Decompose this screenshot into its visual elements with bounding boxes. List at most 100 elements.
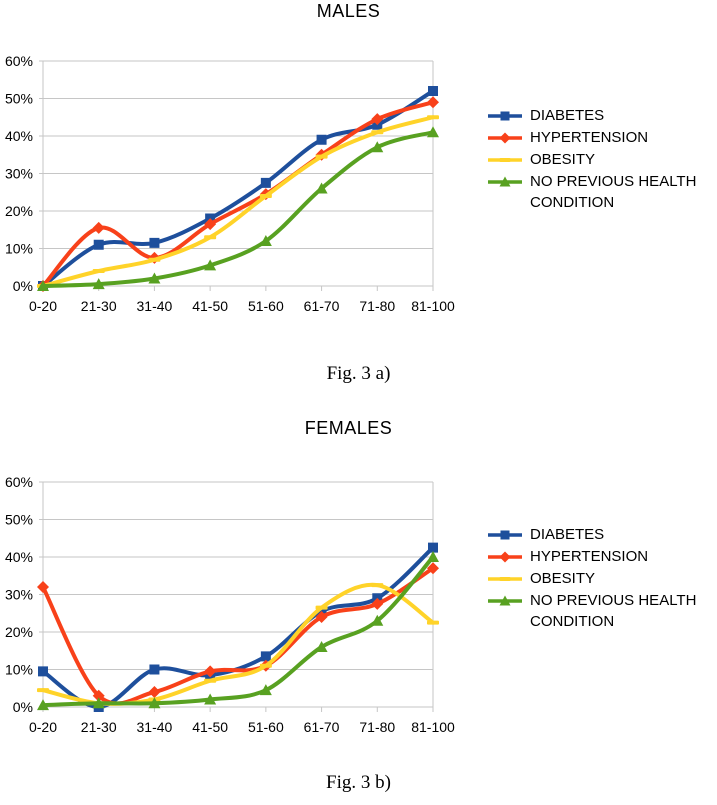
diamond-marker-icon bbox=[315, 611, 328, 623]
y-axis-label: 50% bbox=[5, 91, 33, 107]
x-axis-label: 31-40 bbox=[137, 298, 173, 314]
y-axis-label: 20% bbox=[5, 624, 33, 640]
y-axis-label: 0% bbox=[13, 699, 33, 715]
x-axis-label: 0-20 bbox=[29, 719, 57, 735]
legend-item-hypertension: HYPERTENSION bbox=[488, 127, 712, 148]
x-axis-label: 71-80 bbox=[359, 298, 395, 314]
triangle-marker-icon bbox=[148, 272, 161, 284]
triangle-marker-icon bbox=[37, 699, 49, 711]
legend-item-obesity: OBESITY bbox=[488, 568, 712, 589]
females-chart: 0% 10% 20% 30% 40% 50% 60% 0-20 21-30 31-40 41-50 5… bbox=[5, 474, 455, 735]
triangle-marker-icon bbox=[499, 176, 511, 187]
obesity-line-icon bbox=[488, 153, 522, 167]
y-axis-label: 40% bbox=[5, 549, 33, 565]
legend-item-diabetes: DIABETES bbox=[488, 105, 712, 126]
dash-marker-icon bbox=[315, 605, 328, 610]
dash-marker-icon bbox=[371, 130, 384, 135]
legend-sample-svg bbox=[488, 111, 522, 121]
triangle-marker-icon bbox=[259, 235, 272, 246]
dash-marker-icon bbox=[499, 577, 511, 581]
legend-label: OBESITY bbox=[530, 570, 596, 587]
males-chart: 0% 10% 20% 30% 40% 50% 60% 0-20 21-30 31-40 41-50 5… bbox=[5, 53, 455, 314]
diamond-marker-icon bbox=[204, 218, 217, 231]
x-axis-label: 21-30 bbox=[81, 298, 117, 314]
figure-caption-b: Fig. 3 b) bbox=[326, 772, 391, 793]
males-chart-title: MALES bbox=[316, 1, 381, 21]
square-marker-icon bbox=[260, 177, 271, 188]
dash-marker-icon bbox=[427, 115, 439, 120]
triangle-marker-icon bbox=[259, 684, 272, 696]
y-axis-label: 40% bbox=[5, 128, 33, 144]
dash-marker-icon bbox=[427, 620, 439, 625]
series-line bbox=[41, 115, 435, 288]
x-axis-label: 61-70 bbox=[304, 719, 340, 735]
triangle-marker-icon bbox=[427, 126, 439, 138]
legend-label: HYPERTENSION bbox=[530, 129, 649, 146]
triangle-marker-icon bbox=[315, 641, 328, 652]
dash-marker-icon bbox=[204, 678, 217, 683]
x-axis-label: 21-30 bbox=[81, 719, 117, 735]
diamond-marker-icon bbox=[371, 597, 384, 610]
x-axis-label: 71-80 bbox=[359, 719, 395, 735]
triangle-marker-icon bbox=[371, 614, 384, 626]
legend-label: DIABETES bbox=[530, 107, 605, 124]
square-marker-icon bbox=[428, 86, 438, 96]
y-axis-label: 0% bbox=[13, 278, 33, 294]
x-axis-label: 61-70 bbox=[304, 298, 340, 314]
legend-label: NO PREVIOUS HEALTH CONDITION bbox=[530, 173, 697, 211]
dash-marker-icon bbox=[259, 663, 272, 668]
legend-item-hypertension: HYPERTENSION bbox=[488, 546, 712, 567]
dash-marker-icon bbox=[92, 269, 105, 273]
series-line bbox=[41, 100, 435, 288]
triangle-marker-icon bbox=[427, 551, 439, 562]
legend-sample-svg bbox=[488, 577, 522, 581]
legend-item-obesity: OBESITY bbox=[488, 149, 712, 170]
figure-caption-a: Fig. 3 a) bbox=[326, 363, 391, 384]
triangle-marker-icon bbox=[92, 697, 105, 709]
x-axis-label: 51-60 bbox=[248, 298, 284, 314]
no-previous-condition-line-icon bbox=[488, 175, 522, 189]
legend-sample-svg bbox=[488, 551, 522, 563]
legend-sample-svg bbox=[488, 158, 522, 162]
legend-item-no-previous-condition: NO PREVIOUS HEALTH CONDITION bbox=[488, 590, 712, 632]
triangle-marker-icon bbox=[37, 280, 49, 291]
triangle-marker-icon bbox=[92, 278, 105, 290]
x-axis-label: 0-20 bbox=[29, 298, 57, 314]
square-marker-icon bbox=[260, 651, 271, 662]
triangle-marker-icon bbox=[204, 693, 217, 705]
legend-sample-svg bbox=[488, 132, 522, 144]
obesity-line-icon bbox=[488, 572, 522, 586]
diamond-marker-icon bbox=[148, 686, 161, 698]
legend-sample-svg bbox=[488, 176, 522, 187]
legend-item-diabetes: DIABETES bbox=[488, 524, 712, 545]
square-marker-icon bbox=[500, 111, 510, 121]
y-axis-label: 10% bbox=[5, 241, 33, 257]
series-line bbox=[41, 566, 435, 706]
females-legend: DIABETES HYPERTENSION OBESITY NO PREVIOU… bbox=[488, 524, 712, 633]
diamond-marker-icon bbox=[499, 132, 511, 144]
dash-marker-icon bbox=[315, 154, 328, 159]
series-line bbox=[41, 130, 435, 288]
x-axis-label: 41-50 bbox=[192, 719, 228, 735]
dash-marker-icon bbox=[499, 158, 511, 162]
triangle-marker-icon bbox=[204, 259, 217, 271]
y-axis-label: 30% bbox=[5, 166, 33, 182]
diabetes-line-icon bbox=[488, 109, 522, 123]
diamond-marker-icon bbox=[499, 551, 511, 563]
square-marker-icon bbox=[38, 666, 48, 677]
series-line bbox=[41, 545, 435, 710]
y-axis-label: 50% bbox=[5, 512, 33, 528]
legend-label: NO PREVIOUS HEALTH CONDITION bbox=[530, 592, 697, 630]
dash-marker-icon bbox=[371, 583, 384, 588]
females-chart-title: FEMALES bbox=[304, 418, 393, 438]
x-axis-label: 31-40 bbox=[137, 719, 173, 735]
square-marker-icon bbox=[93, 239, 104, 250]
x-axis-label: 41-50 bbox=[192, 298, 228, 314]
y-axis-label: 60% bbox=[5, 474, 33, 490]
diabetes-line-icon bbox=[488, 528, 522, 542]
y-axis-label: 20% bbox=[5, 203, 33, 219]
dash-marker-icon bbox=[204, 235, 217, 240]
dash-marker-icon bbox=[37, 688, 49, 693]
legend-label: DIABETES bbox=[530, 526, 605, 543]
diamond-marker-icon bbox=[427, 562, 439, 575]
